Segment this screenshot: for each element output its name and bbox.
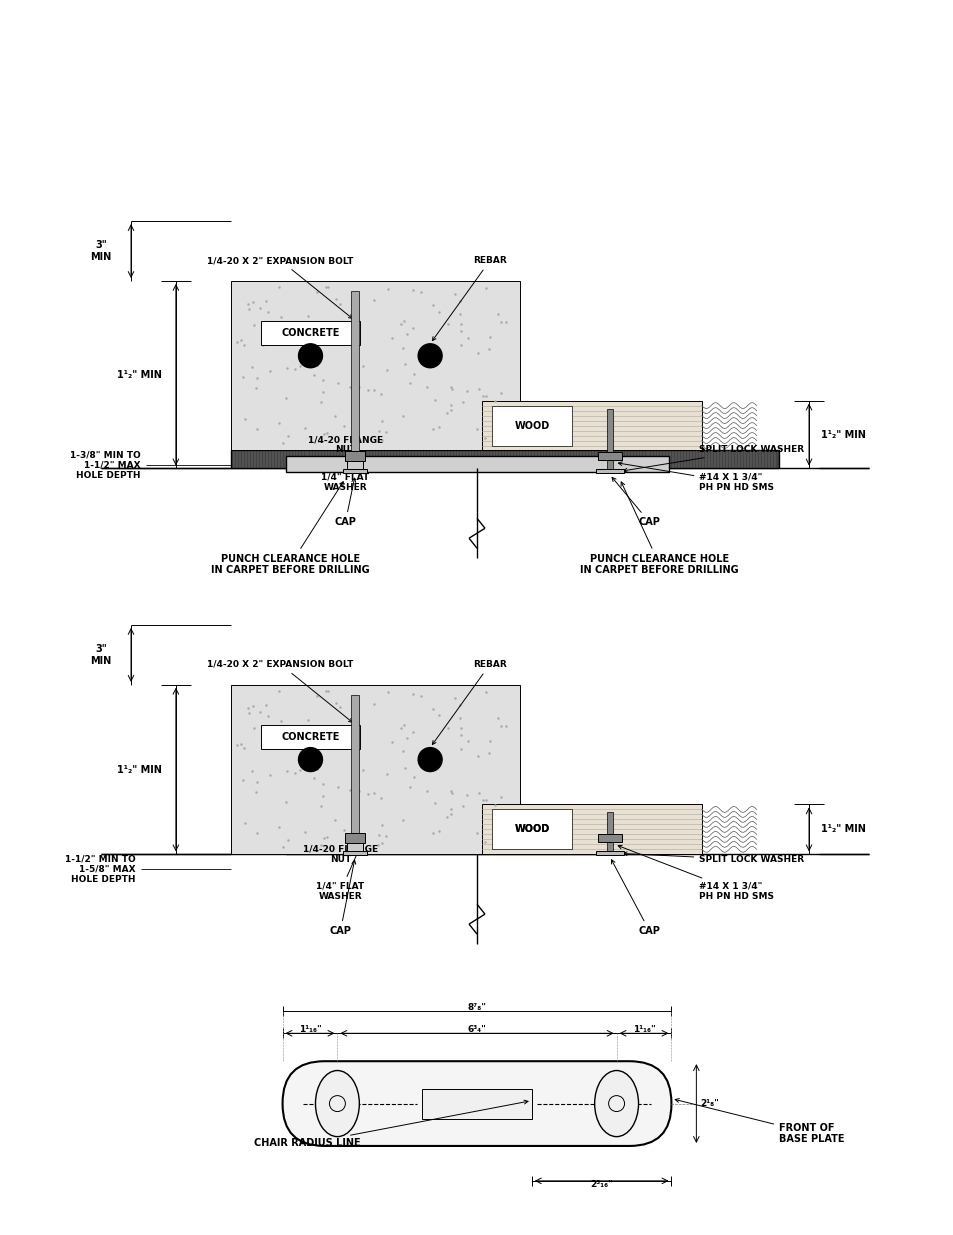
Text: CAP: CAP <box>611 860 659 936</box>
Text: #14 X 1 3/4"
PH PN HD SMS: #14 X 1 3/4" PH PN HD SMS <box>618 462 774 493</box>
Text: #14 X 1 3/4"
PH PN HD SMS: #14 X 1 3/4" PH PN HD SMS <box>618 845 774 902</box>
Text: REBAR: REBAR <box>432 256 506 341</box>
Text: CHAIR RADIUS LINE: CHAIR RADIUS LINE <box>253 1100 528 1149</box>
Text: SPLIT LOCK WASHER: SPLIT LOCK WASHER <box>623 852 803 864</box>
Bar <box>260 725 360 748</box>
Text: SPLIT LOCK WASHER: SPLIT LOCK WASHER <box>622 446 803 472</box>
Bar <box>595 469 623 473</box>
Text: 1¹₂" MIN: 1¹₂" MIN <box>116 369 161 379</box>
Text: CONCRETE: CONCRETE <box>281 731 339 742</box>
Bar <box>595 851 623 856</box>
Bar <box>597 452 621 461</box>
FancyBboxPatch shape <box>282 1061 671 1146</box>
Bar <box>482 400 701 451</box>
Circle shape <box>298 747 322 772</box>
Text: FRONT OF
BASE PLATE: FRONT OF BASE PLATE <box>675 1099 843 1145</box>
Text: 1¹₂" MIN: 1¹₂" MIN <box>821 825 865 835</box>
Bar <box>351 695 359 848</box>
Text: 1-3/8" MIN TO
1-1/2" MAX
HOLE DEPTH: 1-3/8" MIN TO 1-1/2" MAX HOLE DEPTH <box>71 451 141 480</box>
Bar <box>345 452 365 462</box>
Bar <box>343 469 367 473</box>
Text: 1/4-20 FLANGE
NUT: 1/4-20 FLANGE NUT <box>302 841 377 864</box>
Bar <box>351 291 359 467</box>
Circle shape <box>329 1095 345 1112</box>
Ellipse shape <box>594 1071 638 1136</box>
Bar <box>285 457 669 473</box>
Circle shape <box>417 343 441 368</box>
Text: PUNCH CLEARANCE HOLE
IN CARPET BEFORE DRILLING: PUNCH CLEARANCE HOLE IN CARPET BEFORE DR… <box>211 482 370 576</box>
Ellipse shape <box>315 1071 359 1136</box>
Bar <box>606 409 612 473</box>
Text: PUNCH CLEARANCE HOLE
IN CARPET BEFORE DRILLING: PUNCH CLEARANCE HOLE IN CARPET BEFORE DR… <box>579 482 738 576</box>
Text: 2³₁₆": 2³₁₆" <box>590 1179 613 1189</box>
Text: REBAR: REBAR <box>432 659 506 745</box>
Text: 1-1/2" MIN TO
1-5/8" MAX
HOLE DEPTH: 1-1/2" MIN TO 1-5/8" MAX HOLE DEPTH <box>65 855 136 884</box>
Text: 1/4" FLAT
WASHER: 1/4" FLAT WASHER <box>321 467 369 493</box>
Text: WOOD: WOOD <box>515 825 549 835</box>
Bar <box>231 282 519 451</box>
Text: WOOD: WOOD <box>515 825 549 835</box>
Text: 3"
MIN: 3" MIN <box>91 645 112 666</box>
Text: 1/4-20 X 2" EXPANSION BOLT: 1/4-20 X 2" EXPANSION BOLT <box>207 256 354 319</box>
Text: 8⁷₈": 8⁷₈" <box>467 1003 486 1013</box>
Text: 1/4-20 X 2" EXPANSION BOLT: 1/4-20 X 2" EXPANSION BOLT <box>207 659 354 722</box>
Text: CAP: CAP <box>329 860 355 936</box>
Circle shape <box>608 1095 624 1112</box>
Bar <box>597 835 621 842</box>
Text: 2¹₈": 2¹₈" <box>700 1099 719 1108</box>
Bar <box>347 844 363 851</box>
Text: 1¹₂" MIN: 1¹₂" MIN <box>821 430 865 440</box>
Circle shape <box>417 747 441 772</box>
Bar <box>285 839 669 855</box>
Text: CAP: CAP <box>335 478 356 527</box>
Bar <box>482 804 701 855</box>
Text: 1¹₂" MIN: 1¹₂" MIN <box>116 764 161 774</box>
Text: 1/4-20 FLANGE
NUT: 1/4-20 FLANGE NUT <box>308 435 382 458</box>
Bar <box>606 813 612 855</box>
Circle shape <box>298 343 322 368</box>
Bar <box>231 451 779 468</box>
Text: CONCRETE: CONCRETE <box>281 327 339 338</box>
Bar <box>422 1088 531 1119</box>
Bar <box>343 851 367 856</box>
Bar <box>260 321 360 345</box>
Bar <box>231 684 519 855</box>
Text: 1¹₁₆": 1¹₁₆" <box>632 1025 655 1034</box>
Text: 6³₄": 6³₄" <box>467 1025 486 1034</box>
Bar <box>492 809 572 850</box>
Text: WOOD: WOOD <box>515 421 549 431</box>
Bar <box>345 834 365 844</box>
Text: 3"
MIN: 3" MIN <box>91 241 112 262</box>
Text: CAP: CAP <box>612 478 659 527</box>
Bar <box>492 405 572 446</box>
Text: 1/4" FLAT
WASHER: 1/4" FLAT WASHER <box>316 850 364 902</box>
Text: 1¹₁₆": 1¹₁₆" <box>298 1025 321 1034</box>
Bar <box>347 462 363 469</box>
